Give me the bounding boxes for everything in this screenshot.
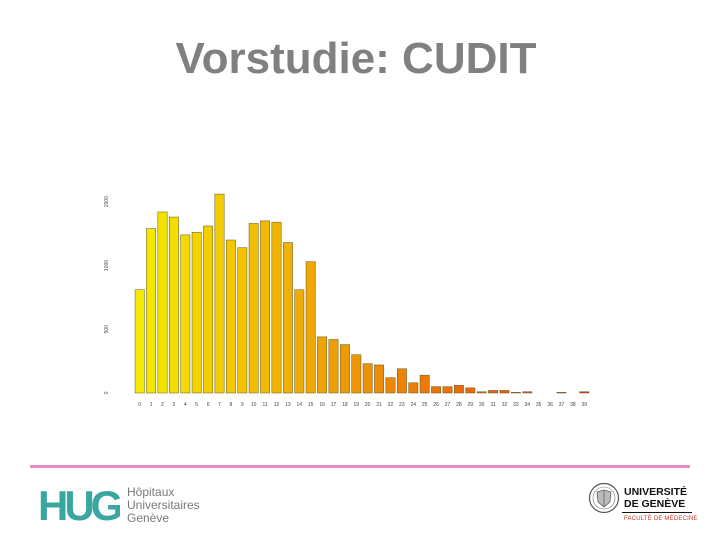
- bar: [328, 339, 339, 394]
- unige-line-2: DE GENÈVE: [624, 498, 686, 510]
- x-tick-label: 0: [138, 402, 141, 408]
- x-tick-label: 11: [262, 402, 267, 408]
- bar: [396, 368, 407, 394]
- unige-faculty: FACULTÉ DE MÉDECINE: [624, 516, 698, 522]
- bar: [408, 382, 419, 394]
- x-tick-label: 2: [161, 402, 164, 408]
- bar: [237, 247, 248, 394]
- bars: [134, 193, 590, 394]
- unige-seal-icon: [588, 482, 620, 514]
- x-tick-label: 29: [468, 402, 474, 408]
- x-tick-label: 14: [297, 402, 303, 408]
- x-tick-label: 18: [342, 402, 348, 408]
- unige-rule: [622, 512, 692, 513]
- x-tick-label: 9: [241, 402, 244, 408]
- x-tick-label: 27: [445, 402, 451, 408]
- y-axis: 0 500 1000 1500: [104, 196, 110, 394]
- x-tick-label: 3: [173, 402, 176, 408]
- x-tick-label: 13: [285, 402, 291, 408]
- bar: [180, 234, 191, 394]
- bar: [203, 225, 214, 394]
- hug-line-3: Genève: [127, 511, 170, 525]
- bar: [294, 289, 305, 394]
- x-tick-label: 7: [218, 402, 221, 408]
- x-tick-label: 34: [525, 402, 531, 408]
- bar: [271, 221, 282, 394]
- bar: [465, 387, 476, 394]
- x-tick-label: 1: [150, 402, 153, 408]
- x-tick-label: 10: [251, 402, 257, 408]
- bar: [260, 220, 271, 394]
- x-tick-label: 4: [184, 402, 187, 408]
- hug-logo: HUG: [38, 484, 120, 524]
- footer-divider: [30, 465, 690, 468]
- bar: [453, 385, 464, 394]
- x-tick-label: 22: [388, 402, 394, 408]
- bar: [134, 289, 145, 394]
- x-tick-label: 16: [319, 402, 325, 408]
- bar: [385, 377, 396, 394]
- y-tick-label: 1500: [104, 196, 110, 207]
- x-tick-label: 24: [411, 402, 417, 408]
- bar: [499, 390, 510, 394]
- x-tick-label: 35: [536, 402, 542, 408]
- bar: [305, 261, 316, 394]
- hug-line-1: Hôpitaux: [127, 485, 175, 499]
- hug-wordmark: Hôpitaux Universitaires Genève: [127, 486, 200, 525]
- bar: [476, 391, 487, 394]
- bar: [351, 354, 362, 394]
- x-tick-label: 17: [331, 402, 337, 408]
- bar: [488, 390, 499, 394]
- x-tick-label: 15: [308, 402, 314, 408]
- bar: [157, 211, 168, 394]
- bar: [419, 374, 430, 394]
- x-tick-label: 36: [547, 402, 553, 408]
- x-tick-label: 19: [354, 402, 360, 408]
- hug-logo-mark: HUG: [38, 484, 120, 524]
- unige-line-1: UNIVERSITÉ: [624, 486, 688, 498]
- x-tick-label: 5: [195, 402, 198, 408]
- bar: [442, 386, 453, 394]
- x-tick-label: 21: [376, 402, 382, 408]
- bar: [362, 363, 373, 394]
- x-tick-label: 6: [207, 402, 210, 408]
- slide-title: Vorstudie: CUDIT: [175, 34, 537, 83]
- bar: [579, 391, 590, 394]
- x-tick-label: 25: [422, 402, 428, 408]
- x-tick-label: 20: [365, 402, 371, 408]
- bar: [146, 228, 157, 394]
- bar: [317, 336, 328, 394]
- bar: [374, 364, 385, 394]
- x-tick-label: 28: [456, 402, 462, 408]
- unige-wordmark: UNIVERSITÉ DE GENÈVE: [624, 486, 687, 510]
- bar: [191, 232, 202, 394]
- y-tick-label: 0: [104, 391, 110, 394]
- bar: [339, 344, 350, 394]
- x-tick-label: 32: [502, 402, 508, 408]
- bar: [522, 391, 533, 394]
- y-tick-label: 1000: [104, 260, 110, 271]
- bar: [431, 386, 442, 394]
- bar: [214, 193, 225, 394]
- x-tick-label: 26: [433, 402, 439, 408]
- bar: [556, 392, 567, 394]
- bar: [168, 216, 179, 394]
- bar: [510, 392, 521, 394]
- y-tick-label: 500: [104, 325, 110, 334]
- bar: [282, 242, 293, 394]
- bar: [248, 223, 259, 394]
- x-tick-label: 8: [230, 402, 233, 408]
- x-tick-label: 30: [479, 402, 485, 408]
- x-tick-label: 37: [559, 402, 565, 408]
- hug-line-2: Universitaires: [127, 498, 200, 512]
- x-tick-label: 39: [582, 402, 588, 408]
- x-tick-label: 31: [490, 402, 496, 408]
- x-tick-label: 38: [570, 402, 576, 408]
- bar: [225, 239, 236, 394]
- x-tick-label: 23: [399, 402, 405, 408]
- x-tick-label: 33: [513, 402, 519, 408]
- x-tick-label: 12: [274, 402, 280, 408]
- x-axis-labels: 0 1 2 3 4 5 6 7 8 9 10 11 12 13 14 15 16 17 18 19 20 21 22 23 24…: [138, 402, 587, 408]
